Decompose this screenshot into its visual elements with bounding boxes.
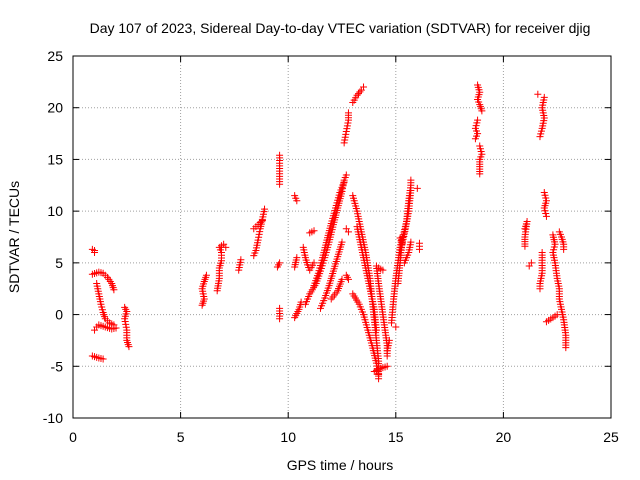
- data-point: [122, 320, 130, 328]
- data-point: [379, 266, 387, 274]
- data-point: [344, 228, 352, 236]
- data-point: [476, 170, 484, 178]
- data-point: [256, 228, 264, 236]
- data-point: [93, 323, 101, 331]
- data-point: [372, 359, 380, 367]
- data-point: [255, 233, 263, 241]
- plot-frame: [72, 55, 612, 419]
- y-tick-label: 10: [47, 203, 63, 219]
- data-point: [112, 324, 120, 332]
- data-point: [542, 212, 550, 220]
- data-point: [122, 323, 130, 331]
- data-point: [343, 122, 351, 130]
- data-point: [562, 344, 570, 352]
- data-point: [310, 227, 318, 235]
- data-point: [297, 298, 305, 306]
- axis-ticks: 0 5 10 15 20 25 -10 -5 0 5 10 15 20 25: [43, 48, 619, 445]
- data-point: [407, 176, 415, 184]
- data-point: [121, 315, 129, 323]
- data-point: [553, 311, 561, 319]
- data-point: [273, 263, 281, 271]
- chart-title: Day 107 of 2023, Sidereal Day-to-day VTE…: [90, 20, 591, 36]
- data-point: [110, 286, 118, 294]
- y-tick-label: -5: [51, 358, 64, 374]
- data-point: [121, 318, 129, 326]
- data-point: [341, 136, 349, 144]
- x-tick-label: 5: [177, 429, 185, 445]
- data-point: [276, 180, 284, 188]
- data-point: [339, 185, 347, 193]
- data-point: [413, 184, 421, 192]
- x-tick-label: 25: [603, 429, 619, 445]
- data-point: [237, 256, 245, 264]
- data-point: [344, 109, 352, 117]
- data-point: [341, 133, 349, 141]
- x-tick-label: 20: [496, 429, 512, 445]
- grid-lines: [73, 56, 611, 418]
- data-point: [276, 315, 284, 323]
- data-point: [125, 343, 133, 351]
- data-point: [407, 238, 415, 246]
- data-point: [383, 362, 391, 370]
- data-point: [258, 216, 266, 224]
- y-tick-label: 15: [47, 151, 63, 167]
- data-point: [342, 128, 350, 136]
- data-point: [342, 171, 350, 179]
- data-point: [344, 275, 352, 283]
- data-point: [293, 197, 301, 205]
- data-point: [478, 107, 486, 115]
- y-axis-label: SDTVAR / TECUs: [6, 181, 22, 293]
- x-tick-label: 15: [388, 429, 404, 445]
- data-point: [471, 135, 479, 143]
- data-point: [360, 83, 368, 91]
- x-tick-label: 0: [69, 429, 77, 445]
- data-point: [344, 119, 352, 127]
- data-point: [340, 179, 348, 187]
- y-tick-label: 20: [47, 100, 63, 116]
- data-point: [407, 186, 415, 194]
- data-point: [338, 275, 346, 283]
- data-point: [385, 336, 393, 344]
- x-tick-label: 10: [280, 429, 296, 445]
- data-point: [534, 90, 542, 98]
- data-point: [536, 133, 544, 141]
- data-points: [88, 81, 570, 383]
- data-point: [99, 355, 107, 363]
- data-point: [254, 236, 262, 244]
- data-point: [372, 326, 380, 334]
- data-point: [398, 239, 406, 247]
- data-point: [222, 243, 230, 251]
- data-point: [373, 362, 381, 370]
- data-point: [255, 230, 263, 238]
- y-tick-label: 25: [47, 48, 63, 64]
- data-point: [356, 88, 364, 96]
- data-point: [560, 245, 568, 253]
- data-point: [338, 238, 346, 246]
- data-point: [340, 139, 348, 147]
- y-tick-label: -10: [43, 410, 63, 426]
- data-point: [91, 246, 99, 254]
- data-point: [354, 90, 362, 98]
- y-tick-label: 5: [55, 255, 63, 271]
- x-axis-label: GPS time / hours: [287, 457, 394, 473]
- data-point: [536, 285, 544, 293]
- data-point: [310, 259, 318, 267]
- data-point: [261, 205, 269, 213]
- y-tick-label: 0: [55, 307, 63, 323]
- data-point: [392, 323, 400, 331]
- data-point: [525, 262, 533, 270]
- data-point: [521, 242, 529, 250]
- data-point: [343, 125, 351, 133]
- data-point: [415, 245, 423, 253]
- data-point: [291, 263, 299, 271]
- data-point: [342, 130, 350, 138]
- data-point: [202, 271, 210, 279]
- data-point: [340, 178, 348, 186]
- data-point: [353, 91, 361, 99]
